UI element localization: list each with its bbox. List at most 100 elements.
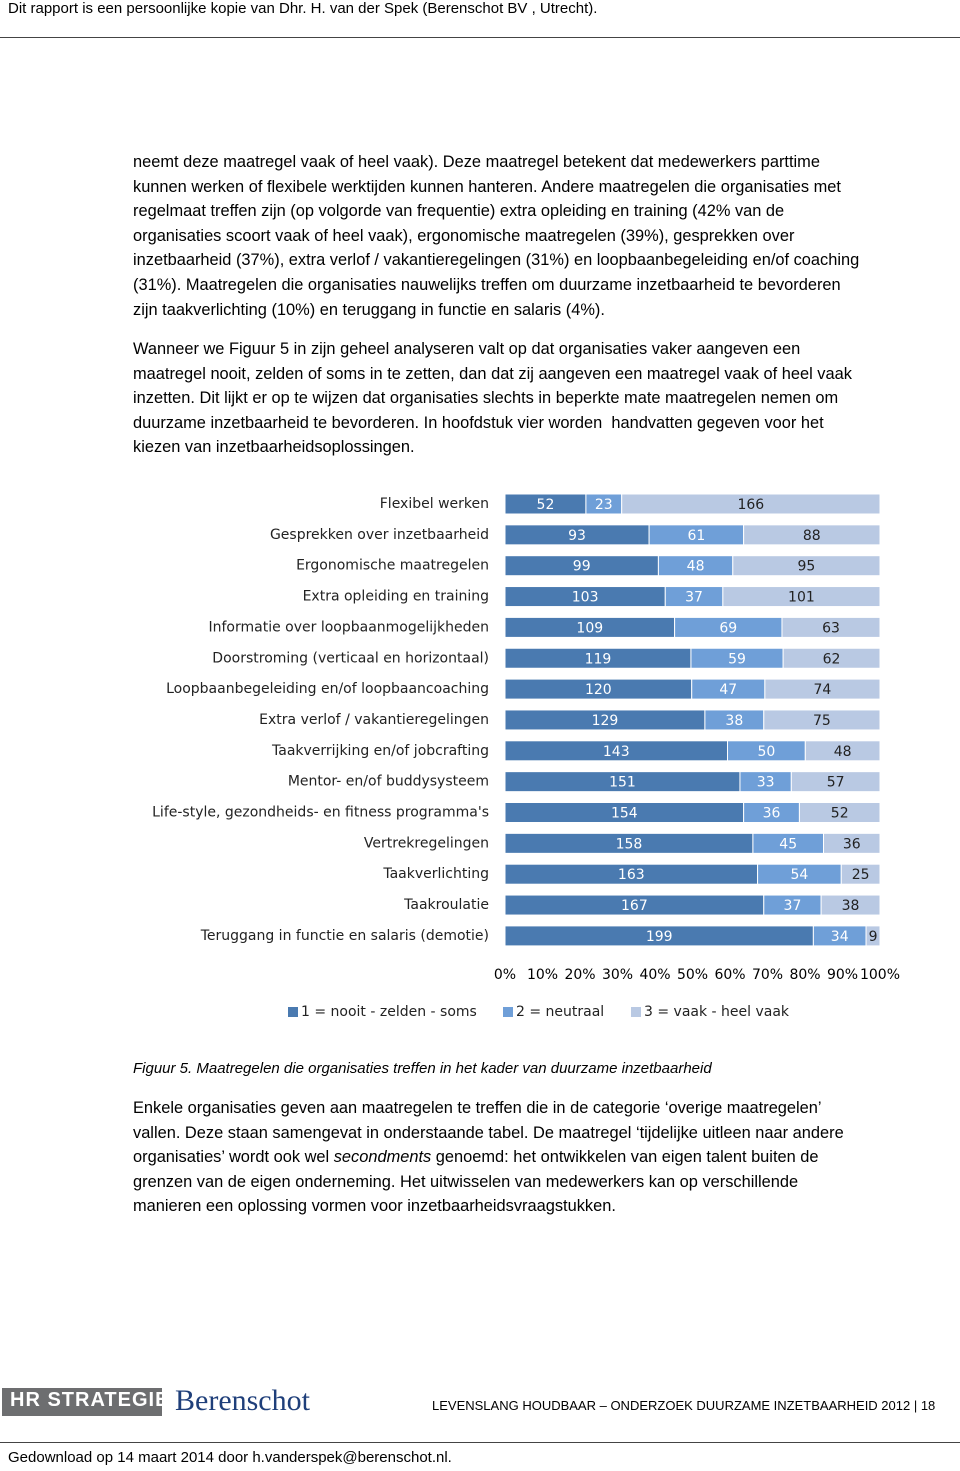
data-label: 129 [592,713,619,729]
logo-right: Berenschot [175,1384,310,1417]
data-label: 38 [842,898,860,914]
bar-segment [732,555,881,577]
data-label: 36 [843,836,861,852]
data-label: 88 [803,528,821,544]
bar-segment [781,616,881,638]
data-label: 199 [646,929,673,945]
logo-bar [2,1388,162,1416]
data-label: 57 [827,775,845,791]
data-label: 163 [618,867,645,883]
data-label: 120 [585,682,612,698]
legend-label: 3 = vaak - heel vaak [644,1004,790,1020]
bar-segment [743,524,881,546]
data-label: 99 [573,559,591,575]
y-tick-label: Gesprekken over inzetbaarheid [270,527,489,543]
header-rule [0,37,960,38]
data-label: 101 [788,590,815,606]
header-text: Dit rapport is een persoonlijke kopie va… [8,0,598,17]
x-tick-label: 60% [714,967,745,983]
x-tick-label: 90% [827,967,858,983]
y-tick-label: Teruggang in functie en salaris (demotie… [200,928,489,944]
y-tick-label: Loopbaanbegeleiding en/of loopbaancoachi… [166,681,489,697]
text-line: zijn taakverlichting (10%) en teruggang … [133,300,605,319]
y-tick-label: Extra opleiding en training [303,589,489,605]
text-line: vallen. Deze staan samengevat in onderst… [133,1123,844,1142]
y-tick-label: Doorstroming (verticaal en horizontaal) [212,650,489,666]
text-line: kiezen van inzetbaarheidsoplossingen. [133,438,415,457]
legend-swatch [631,1007,641,1017]
data-label: 74 [814,682,832,698]
text-line: manieren een oplossing vormen voor inzet… [133,1197,616,1216]
y-tick-label: Ergonomische maatregelen [296,558,489,574]
data-label: 95 [797,559,815,575]
running-title: LEVENSLANG HOUDBAAR – ONDERZOEK DUURZAME… [432,1398,936,1413]
bar-segment [865,925,881,947]
legend-label: 2 = neutraal [516,1004,604,1020]
figure-caption: Figuur 5. Maatregelen die organisaties t… [133,1060,712,1077]
y-tick-label: Taakverrijking en/of jobcrafting [271,743,489,759]
bar-segment [790,771,881,793]
text-line: maatregel nooit, zelden of soms in te ze… [133,364,852,383]
text-line: organisaties scoort vaak of heel vaak), … [133,226,795,245]
bar-segment [840,863,881,885]
data-label: 33 [757,775,775,791]
y-tick-label: Life-style, gezondheids- en fitness prog… [152,805,489,821]
data-label: 166 [737,497,764,513]
data-label: 59 [728,651,746,667]
text-line: duurzame inzetbaarheid te bevorderen. In… [133,413,824,432]
data-label: 48 [687,559,705,575]
data-label: 52 [831,806,849,822]
legend-label: 1 = nooit - zelden - soms [301,1004,477,1020]
download-note: Gedownload op 14 maart 2014 door h.vande… [8,1449,452,1466]
data-label: 47 [719,682,737,698]
x-tick-label: 0% [494,967,516,983]
data-label: 48 [834,744,852,760]
data-label: 151 [609,775,636,791]
text-line: grenzen van de eigen onderneming. Het ui… [133,1172,799,1191]
data-label: 143 [603,744,630,760]
x-tick-label: 80% [789,967,820,983]
footer-rule [0,1442,960,1443]
data-label: 154 [611,806,638,822]
data-label: 119 [585,651,612,667]
text-run: secondments [333,1148,432,1167]
x-tick-label: 20% [564,967,595,983]
text-line: neemt deze maatregel vaak of heel vaak).… [133,153,820,171]
data-label: 61 [687,528,705,544]
x-tick-label: 50% [677,967,708,983]
y-tick-label: Extra verlof / vakantieregelingen [259,712,489,728]
x-tick-label: 70% [752,967,783,983]
y-tick-label: Vertrekregelingen [364,835,489,851]
data-label: 62 [823,651,841,667]
text-line: kunnen werken of flexibele werktijden ku… [133,177,841,196]
text-line: inzetbaarheid (37%), extra verlof / vaka… [133,251,860,270]
text-line: Wanneer we Figuur 5 in zijn geheel analy… [133,340,801,358]
data-label: 69 [719,620,737,636]
y-tick-label: Flexibel werken [380,496,489,512]
x-tick-label: 30% [602,967,633,983]
data-label: 109 [576,620,603,636]
data-label: 54 [791,867,809,883]
data-label: 38 [725,713,743,729]
bar-segment [820,894,881,916]
bar-segment [782,647,881,669]
text-line: organisaties’ wordt ook wel secondments … [133,1147,819,1167]
x-tick-label: 100% [860,967,900,983]
bar-segment [804,740,881,762]
data-label: 23 [595,497,613,513]
data-label: 167 [621,898,648,914]
data-label: 93 [568,528,586,544]
data-label: 103 [572,590,599,606]
bar-segment [621,493,881,515]
data-label: 37 [685,590,703,606]
x-tick-label: 40% [639,967,670,983]
legend-swatch [288,1007,298,1017]
y-tick-label: Mentor- en/of buddysysteem [288,774,489,790]
data-label: 63 [822,620,840,636]
data-label: 50 [757,744,775,760]
legend-swatch [503,1007,513,1017]
bar-segment [722,586,881,608]
bar-segment [764,678,881,700]
